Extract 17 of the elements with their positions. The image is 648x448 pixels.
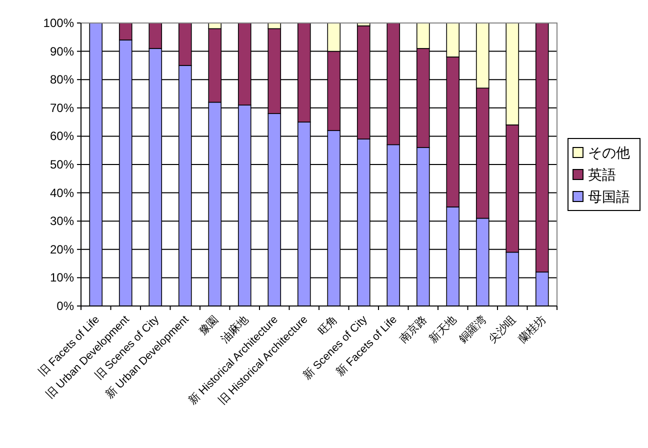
y-tick-label: 80% [50,72,74,87]
x-tick-label: 旺角 [316,314,340,338]
y-tick-label: 40% [50,186,74,200]
x-tick-label: 蘭桂坊 [516,312,548,346]
y-tick-label: 90% [50,44,74,58]
x-tick-label: 豫園 [196,314,221,338]
legend-label: 英語 [588,166,616,182]
legend-label: その他 [588,144,630,160]
y-tick-label: 50% [50,158,74,172]
y-tick-label: 100% [43,16,74,30]
y-tick-label: 0% [56,299,74,313]
legend-label: 母国語 [588,188,630,204]
y-tick-label: 20% [50,242,74,256]
y-tick-label: 10% [50,270,74,285]
y-tick-label: 70% [50,100,74,115]
y-tick-label: 60% [50,129,74,144]
y-tick-label: 30% [50,214,74,228]
